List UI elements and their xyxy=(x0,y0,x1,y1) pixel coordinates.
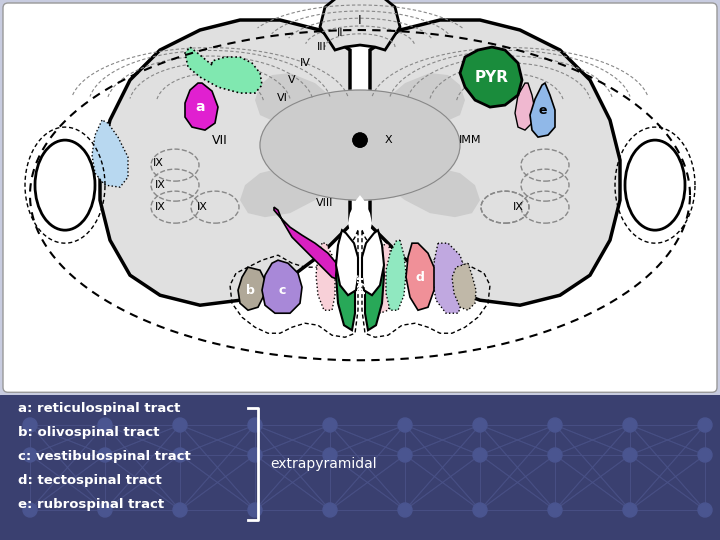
Text: b: b xyxy=(246,284,254,296)
Polygon shape xyxy=(185,47,262,93)
Text: VIII: VIII xyxy=(316,198,333,208)
Text: b: olivospinal tract: b: olivospinal tract xyxy=(18,426,160,439)
Text: I: I xyxy=(358,14,362,26)
Text: c: vestibulospinal tract: c: vestibulospinal tract xyxy=(18,450,191,463)
Circle shape xyxy=(248,418,262,432)
Polygon shape xyxy=(238,267,265,310)
Circle shape xyxy=(173,418,187,432)
Circle shape xyxy=(473,503,487,517)
Polygon shape xyxy=(515,83,535,130)
Polygon shape xyxy=(386,240,406,310)
Bar xyxy=(0,0,720,395)
Polygon shape xyxy=(262,260,302,313)
Text: II: II xyxy=(337,28,343,38)
Text: IX: IX xyxy=(153,158,163,168)
Polygon shape xyxy=(460,47,522,107)
Text: X: X xyxy=(384,135,392,145)
Circle shape xyxy=(23,448,37,462)
Circle shape xyxy=(248,448,262,462)
Text: e: e xyxy=(539,104,547,117)
Text: a: a xyxy=(195,100,204,114)
Polygon shape xyxy=(406,243,434,310)
FancyBboxPatch shape xyxy=(3,3,717,392)
Circle shape xyxy=(473,418,487,432)
Text: c: c xyxy=(279,284,286,296)
Polygon shape xyxy=(255,73,335,125)
Polygon shape xyxy=(92,120,128,187)
Circle shape xyxy=(323,418,337,432)
Text: e: rubrospinal tract: e: rubrospinal tract xyxy=(18,498,164,511)
Text: d: tectospinal tract: d: tectospinal tract xyxy=(18,474,162,487)
Text: VI: VI xyxy=(276,93,287,103)
Text: IX: IX xyxy=(197,202,207,212)
Polygon shape xyxy=(274,207,342,280)
Polygon shape xyxy=(365,233,384,330)
Circle shape xyxy=(173,448,187,462)
Circle shape xyxy=(23,418,37,432)
Polygon shape xyxy=(240,167,335,217)
Ellipse shape xyxy=(625,140,685,230)
Ellipse shape xyxy=(260,90,460,200)
Polygon shape xyxy=(320,0,400,50)
Polygon shape xyxy=(362,230,384,295)
Polygon shape xyxy=(385,167,480,217)
Polygon shape xyxy=(30,30,690,360)
Polygon shape xyxy=(336,230,358,295)
Polygon shape xyxy=(100,20,350,305)
Circle shape xyxy=(353,133,367,147)
Polygon shape xyxy=(185,83,218,130)
Circle shape xyxy=(548,448,562,462)
Bar xyxy=(0,395,720,540)
Text: a: reticulospinal tract: a: reticulospinal tract xyxy=(18,402,181,415)
Circle shape xyxy=(98,503,112,517)
Text: IX: IX xyxy=(513,202,523,212)
Circle shape xyxy=(473,448,487,462)
Circle shape xyxy=(623,448,637,462)
Text: PYR: PYR xyxy=(475,70,509,85)
Polygon shape xyxy=(385,73,465,125)
Polygon shape xyxy=(316,243,335,310)
Circle shape xyxy=(23,503,37,517)
Text: VII: VII xyxy=(212,133,228,146)
Circle shape xyxy=(323,503,337,517)
Text: IV: IV xyxy=(300,58,310,68)
Circle shape xyxy=(398,503,412,517)
Circle shape xyxy=(98,448,112,462)
Text: IX: IX xyxy=(155,202,166,212)
Ellipse shape xyxy=(35,140,95,230)
Circle shape xyxy=(173,503,187,517)
Circle shape xyxy=(398,448,412,462)
Polygon shape xyxy=(376,243,395,313)
Text: d: d xyxy=(415,271,424,284)
Circle shape xyxy=(98,418,112,432)
Circle shape xyxy=(623,503,637,517)
Polygon shape xyxy=(530,83,555,137)
Circle shape xyxy=(548,418,562,432)
Polygon shape xyxy=(370,20,620,305)
Polygon shape xyxy=(452,263,476,310)
Circle shape xyxy=(623,418,637,432)
Polygon shape xyxy=(336,233,355,330)
Polygon shape xyxy=(432,243,466,313)
Text: pyr: pyr xyxy=(355,273,365,294)
Circle shape xyxy=(323,448,337,462)
Text: IMM: IMM xyxy=(459,135,481,145)
Text: extrapyramidal: extrapyramidal xyxy=(270,457,377,471)
Polygon shape xyxy=(348,195,372,277)
Circle shape xyxy=(353,133,367,147)
Text: IX: IX xyxy=(155,180,166,190)
Circle shape xyxy=(398,418,412,432)
Circle shape xyxy=(698,503,712,517)
Circle shape xyxy=(548,503,562,517)
Text: V: V xyxy=(288,75,296,85)
Circle shape xyxy=(698,418,712,432)
Text: III: III xyxy=(317,42,327,52)
Circle shape xyxy=(698,448,712,462)
Circle shape xyxy=(248,503,262,517)
